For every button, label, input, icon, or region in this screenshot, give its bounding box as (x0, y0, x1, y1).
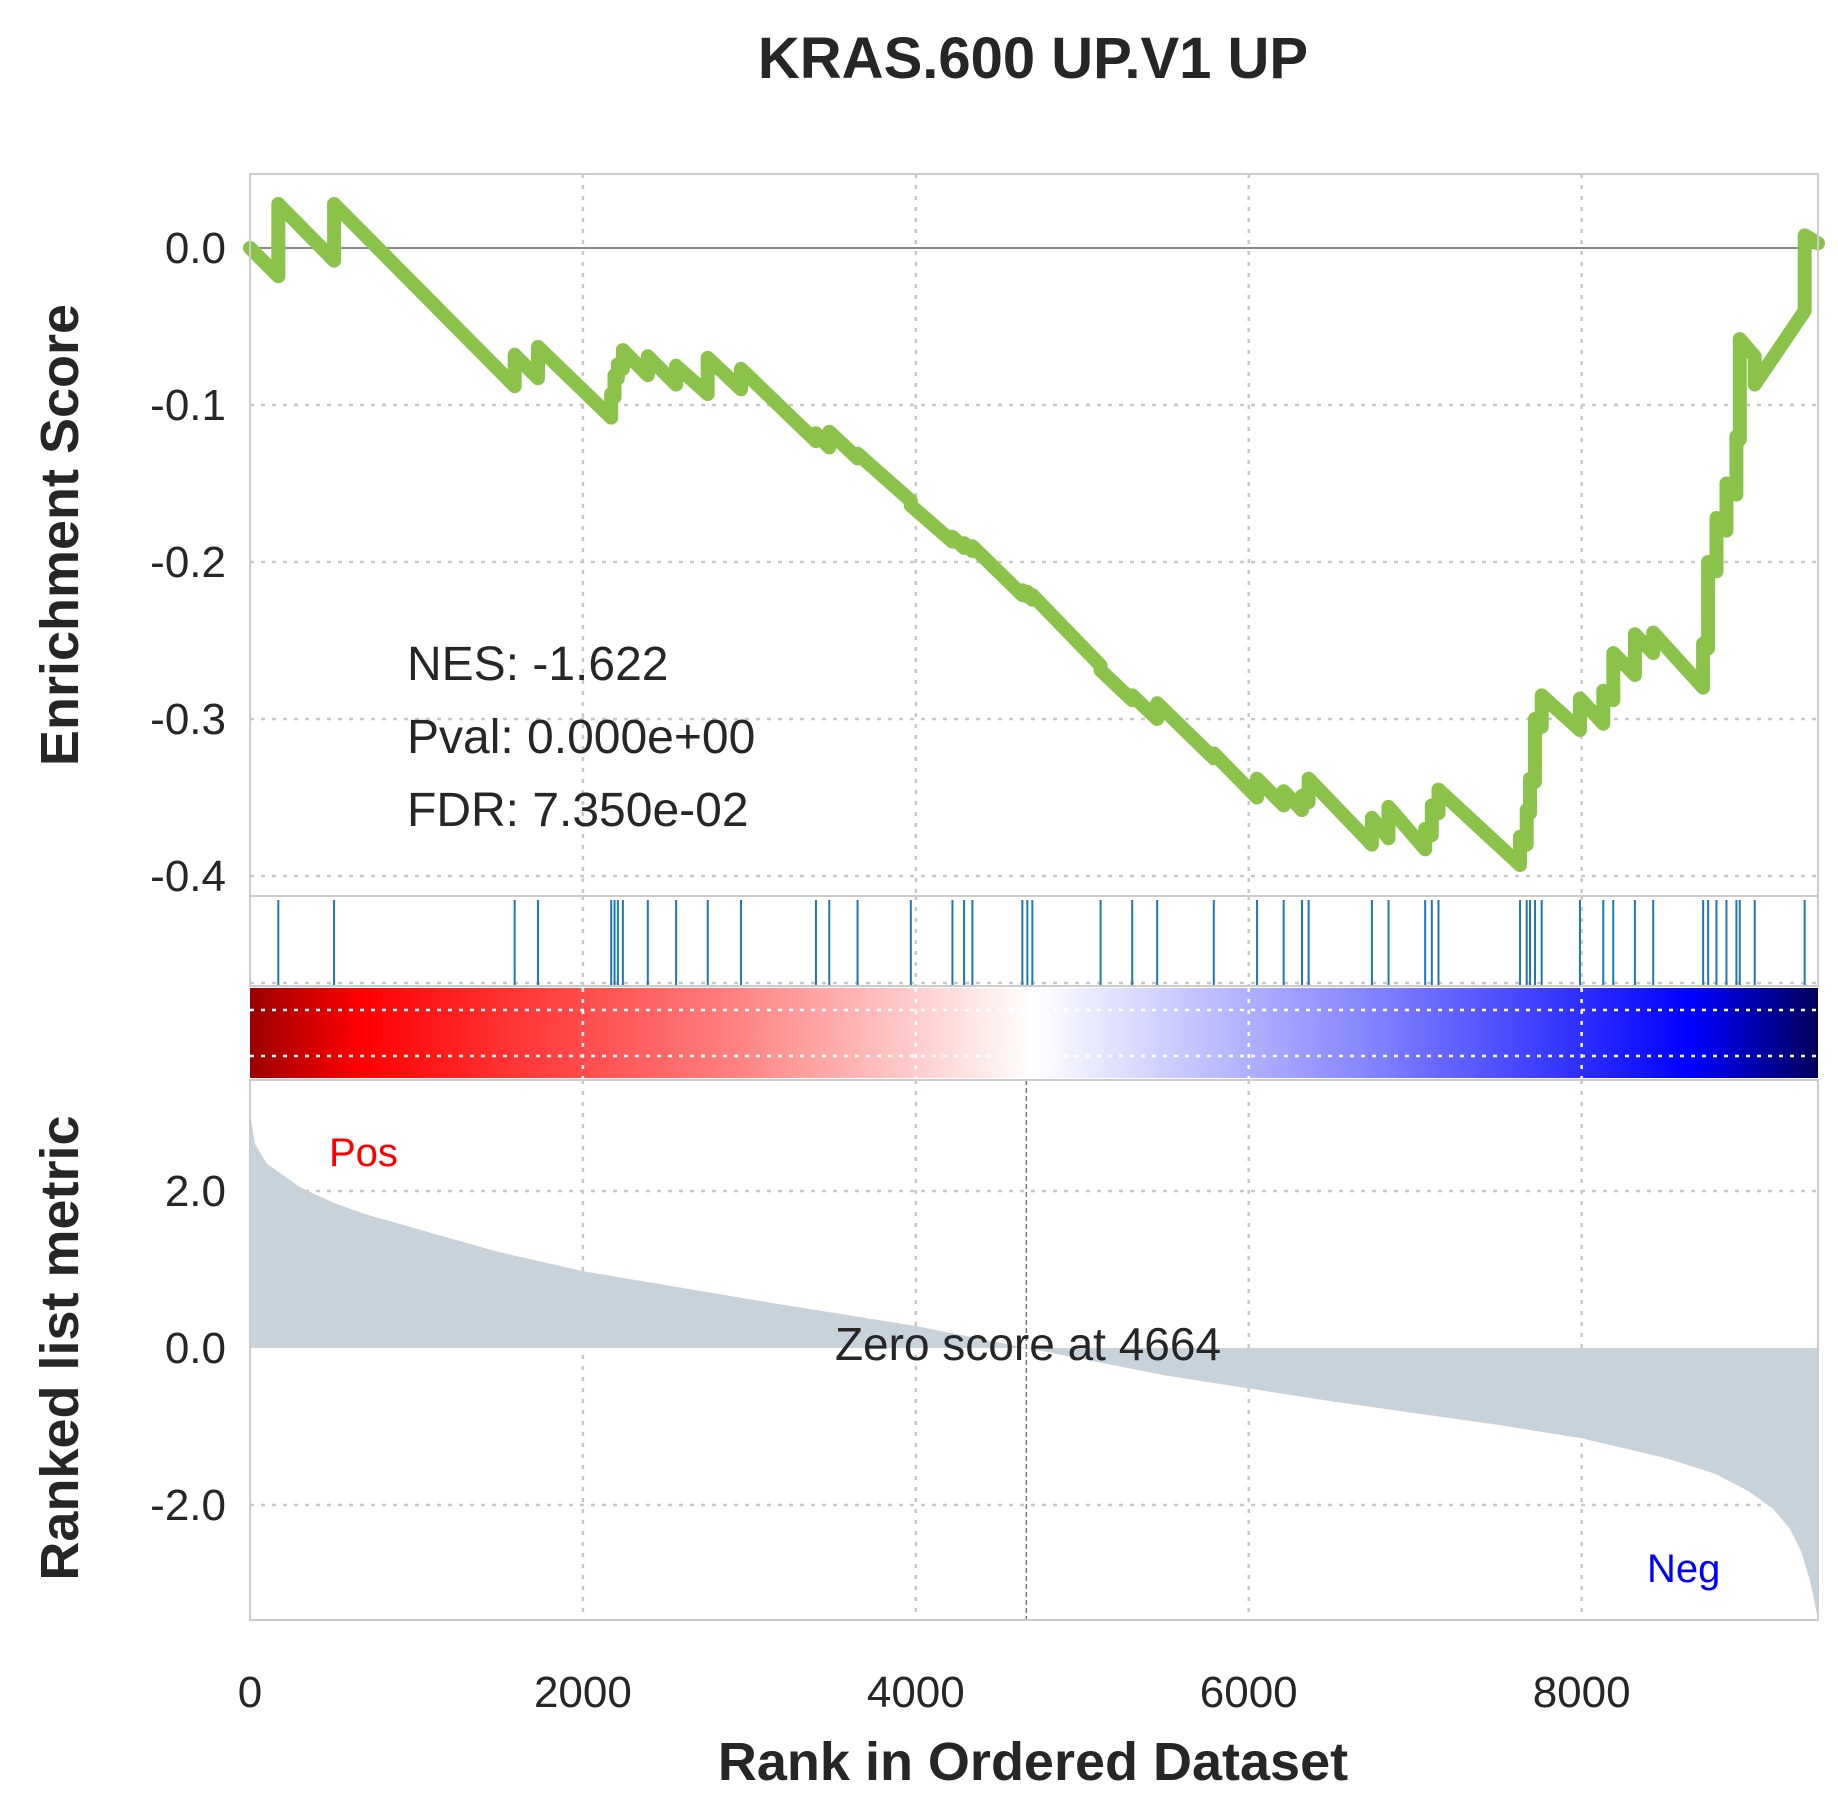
ranked-metric-area (250, 1112, 1818, 1620)
gene-hit-marks (277, 900, 1806, 986)
hits-gridlines (250, 896, 1818, 986)
pos-label: Pos (329, 1131, 398, 1175)
metric-y-tick-label: 2.0 (165, 1167, 226, 1216)
es-y-tick-label: -0.4 (150, 852, 226, 901)
x-tick-label: 8000 (1533, 1668, 1631, 1717)
es-y-tick-label: -0.2 (150, 538, 226, 587)
hits-panel (249, 895, 1819, 987)
es-gridlines (250, 174, 1818, 896)
es-y-axis-title: Enrichment Score (30, 304, 90, 766)
es-y-ticks: 0.0 -0.1 -0.2 -0.3 -0.4 (150, 224, 226, 901)
es-y-tick-label: -0.1 (150, 381, 226, 430)
metric-y-tick-label: 0.0 (165, 1324, 226, 1373)
neg-label: Neg (1647, 1547, 1720, 1591)
x-tick-label: 2000 (534, 1668, 632, 1717)
x-tick-label: 0 (238, 1668, 262, 1717)
x-tick-label: 4000 (867, 1668, 965, 1717)
stats-box: NES: -1.622 Pval: 0.000e+00 FDR: 7.350e-… (407, 638, 755, 837)
metric-y-ticks: 2.0 0.0 -2.0 (150, 1167, 226, 1530)
enrichment-score-panel: 0.0 -0.1 -0.2 -0.3 -0.4 NES: -1.622 Pval: 0.… (30, 173, 1825, 901)
metric-panel-frame (249, 1079, 1819, 1621)
metric-y-axis-title: Ranked list metric (30, 1115, 90, 1580)
rank-gradient-bar (250, 988, 1818, 1078)
ranked-metric-panel: 2.0 0.0 -2.0 Pos Neg Zero score at 4664 Ra… (30, 1079, 1819, 1621)
nes-text: NES: -1.622 (407, 638, 668, 691)
rank-colorbar (250, 988, 1818, 1078)
x-axis-title: Rank in Ordered Dataset (718, 1732, 1348, 1792)
pval-text: Pval: 0.000e+00 (407, 711, 755, 764)
metric-y-tick-label: -2.0 (150, 1481, 226, 1530)
x-axis-ticks: 0 2000 4000 6000 8000 (238, 1668, 1631, 1717)
metric-gridlines (250, 1080, 1818, 1620)
x-tick-label: 6000 (1200, 1668, 1298, 1717)
hits-panel-frame (249, 895, 1819, 987)
fdr-text: FDR: 7.350e-02 (407, 784, 749, 837)
es-y-tick-label: 0.0 (165, 224, 226, 273)
es-y-tick-label: -0.3 (150, 695, 226, 744)
chart-title: KRAS.600 UP.V1 UP (758, 26, 1308, 91)
running-enrichment-line (243, 197, 1825, 872)
colorbar-gridlines (250, 988, 1818, 1078)
zero-score-label: Zero score at 4664 (835, 1318, 1221, 1370)
